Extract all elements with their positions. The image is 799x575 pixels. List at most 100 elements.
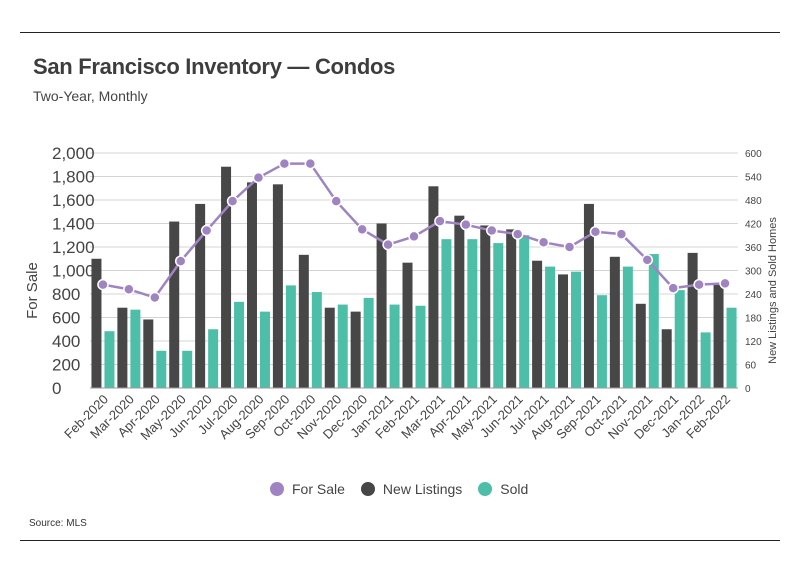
y-tick-label: 1,800 <box>52 168 95 187</box>
sold-bar <box>130 309 141 388</box>
y2-axis-title: New Listings and Sold Homes <box>767 217 779 364</box>
chart-legend: For Sale New Listings Sold <box>270 481 544 497</box>
chart-subtitle: Two-Year, Monthly <box>33 88 148 104</box>
for-sale-point <box>667 282 679 294</box>
new-listings-bar <box>687 252 698 388</box>
y-axis-title: For Sale <box>24 262 41 319</box>
sold-bar <box>648 254 659 388</box>
for-sale-point <box>563 241 576 253</box>
for-sale-point <box>252 171 265 184</box>
for-sale-point <box>278 157 291 170</box>
new-listings-bar <box>583 203 594 388</box>
for-sale-point <box>200 224 213 237</box>
new-listings-bar <box>298 254 309 388</box>
new-listings-bar <box>506 229 517 388</box>
for-sale-point <box>486 224 498 237</box>
sold-bar <box>596 295 607 388</box>
sold-bar <box>467 239 478 388</box>
for-sale-point <box>226 195 239 207</box>
new-listings-bar <box>376 223 387 388</box>
new-listings-bar <box>532 260 543 388</box>
legend-label-new-listings: New Listings <box>382 481 463 497</box>
y-tick-label: 1,400 <box>52 215 95 234</box>
new-listings-bar <box>117 307 128 388</box>
y2-tick-label: 0 <box>745 384 751 395</box>
legend-label-for-sale: For Sale <box>292 481 345 497</box>
legend-item-for-sale: For Sale <box>270 481 345 497</box>
sold-bar <box>415 305 426 388</box>
for-sale-point <box>589 225 602 238</box>
sold-bar <box>571 271 582 388</box>
for-sale-point <box>97 278 109 291</box>
legend-item-new-listings: New Listings <box>360 481 463 497</box>
sold-bar <box>700 332 711 388</box>
sold-bar <box>182 350 193 388</box>
for-sale-point <box>460 218 472 231</box>
y-tick-label: 200 <box>52 356 80 375</box>
for-sale-point <box>511 228 524 240</box>
new-listings-bar <box>402 262 413 388</box>
y2-tick-label: 60 <box>745 361 757 372</box>
y-tick-label: 600 <box>52 309 80 328</box>
y-tick-label: 400 <box>52 332 80 351</box>
sold-bar <box>545 266 556 388</box>
for-sale-point <box>123 283 135 296</box>
for-sale-point <box>408 230 420 243</box>
new-listings-bar <box>454 215 465 388</box>
sold-bar <box>493 243 504 388</box>
for-sale-point <box>434 215 446 227</box>
sold-bar <box>285 285 296 388</box>
for-sale-point <box>304 157 317 170</box>
new-listings-bar <box>713 284 724 388</box>
new-listings-bar <box>609 256 620 388</box>
new-listings-bar <box>272 184 283 388</box>
y-tick-label: 0 <box>52 379 61 398</box>
legend-label-sold: Sold <box>500 481 529 497</box>
y-tick-label: 1,000 <box>52 262 95 281</box>
sold-bar <box>519 235 530 388</box>
for-sale-point <box>174 255 187 267</box>
new-listings-bar <box>91 258 102 388</box>
sold-bar <box>389 304 400 388</box>
sold-bar <box>441 239 452 388</box>
y2-tick-label: 180 <box>745 314 762 325</box>
sold-bar <box>726 307 737 388</box>
sold-swatch-icon <box>478 482 493 496</box>
sold-bar <box>104 331 115 388</box>
sold-bar <box>337 304 348 388</box>
y2-tick-label: 600 <box>745 149 762 160</box>
new-listings-swatch-icon <box>360 482 375 496</box>
for-sale-point <box>356 223 368 236</box>
for-sale-point <box>615 228 628 240</box>
new-listings-bar <box>324 307 335 388</box>
legend-item-sold: Sold <box>478 481 528 497</box>
bottom-rule <box>20 540 780 541</box>
new-listings-bar <box>350 311 361 388</box>
sold-bar <box>363 297 374 388</box>
sold-bar <box>622 266 633 388</box>
new-listings-bar <box>661 329 672 388</box>
sold-bar <box>234 301 245 388</box>
new-listings-bar <box>246 182 257 388</box>
for-sale-swatch-icon <box>270 482 284 496</box>
new-listings-bar <box>195 203 206 388</box>
new-listings-bar <box>221 166 232 388</box>
y-tick-label: 800 <box>52 285 80 304</box>
sold-bar <box>259 311 270 388</box>
new-listings-bar <box>169 221 180 388</box>
for-sale-point <box>382 238 394 251</box>
y-tick-label: 1,200 <box>52 238 95 257</box>
new-listings-bar <box>143 319 154 388</box>
y2-tick-label: 360 <box>745 243 762 254</box>
new-listings-bar <box>480 225 491 388</box>
top-rule <box>20 32 780 33</box>
y-tick-label: 2,000 <box>52 144 95 163</box>
y2-tick-label: 120 <box>745 337 762 348</box>
chart-title: San Francisco Inventory — Condos <box>33 54 396 79</box>
for-sale-point <box>149 291 161 304</box>
for-sale-point <box>719 277 731 290</box>
y2-tick-label: 420 <box>745 220 762 231</box>
y2-tick-label: 540 <box>745 173 762 184</box>
sold-bar <box>208 329 219 388</box>
